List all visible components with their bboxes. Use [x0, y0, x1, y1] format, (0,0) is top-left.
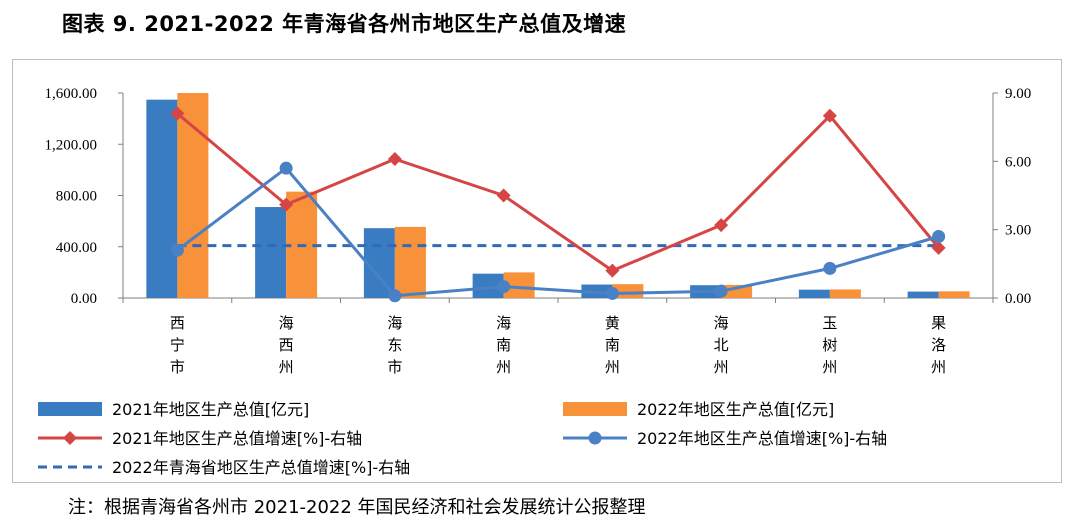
left-tick-label: 1,200.00	[45, 137, 98, 153]
category-label: 南	[605, 336, 620, 354]
category-label: 市	[387, 358, 402, 376]
point-growth2021	[170, 106, 185, 121]
category-label: 市	[170, 358, 185, 376]
point-growth2022	[170, 243, 184, 257]
category-label: 北	[714, 336, 729, 354]
point-growth2022	[388, 289, 402, 303]
chart-bars	[146, 93, 970, 298]
bar-gdp2022	[177, 93, 209, 298]
line-growth2022	[176, 166, 940, 298]
point-growth2022	[823, 261, 837, 275]
legend-marker-growth2021	[63, 431, 77, 445]
legend-label-gdp2021: 2021年地区生产总值[亿元]	[112, 400, 309, 419]
category-label: 州	[605, 358, 620, 376]
category-label: 西	[279, 336, 294, 354]
chart-frame	[12, 59, 1062, 483]
category-label: 宁	[170, 336, 185, 354]
chart-axes	[118, 92, 998, 303]
line-growth2021	[176, 112, 940, 273]
legend-label-gdp2022: 2022年地区生产总值[亿元]	[637, 400, 834, 419]
point-growth2021	[605, 263, 620, 278]
bar-gdp2021	[363, 228, 395, 298]
point-growth2022	[497, 280, 511, 294]
category-label: 树	[822, 336, 837, 354]
legend-label-growth2022: 2022年地区生产总值增速[%]-右轴	[637, 429, 887, 448]
right-tick-label: 6.00	[1005, 154, 1031, 170]
point-growth2021	[279, 197, 294, 212]
category-label: 东	[387, 336, 402, 354]
category-label: 洛	[931, 336, 946, 354]
chart-title: 图表 9. 2021-2022 年青海省各州市地区生产总值及增速	[62, 12, 627, 36]
bar-gdp2021	[798, 289, 830, 298]
legend-label-province: 2022年青海省地区生产总值增速[%]-右轴	[112, 458, 410, 477]
legend-label-growth2021: 2021年地区生产总值增速[%]-右轴	[112, 429, 362, 448]
category-label: 玉	[822, 314, 837, 332]
chart-lines	[170, 106, 946, 303]
legend-swatch-gdp2021	[38, 402, 102, 416]
category-label: 海	[496, 314, 511, 332]
bar-gdp2022	[829, 289, 861, 298]
category-label: 南	[496, 336, 511, 354]
bar-gdp2021	[907, 291, 939, 298]
point-growth2022	[714, 284, 728, 298]
point-growth2021	[387, 152, 402, 167]
left-tick-label: 0.00	[71, 291, 97, 307]
category-label: 州	[822, 358, 837, 376]
category-label: 州	[279, 358, 294, 376]
left-tick-label: 1,600.00	[45, 86, 98, 102]
right-tick-label: 9.00	[1005, 86, 1031, 102]
category-label: 海	[279, 314, 294, 332]
legend-marker-growth2022	[588, 431, 602, 445]
category-label: 西	[170, 314, 185, 332]
point-growth2021	[714, 218, 729, 233]
point-growth2021	[822, 108, 837, 123]
category-label: 海	[387, 314, 402, 332]
left-tick-label: 400.00	[56, 240, 97, 256]
point-growth2021	[931, 240, 946, 255]
point-growth2022	[279, 161, 293, 175]
category-label: 黄	[605, 314, 620, 332]
right-tick-label: 0.00	[1005, 291, 1031, 307]
category-label: 州	[714, 358, 729, 376]
left-tick-label: 800.00	[56, 189, 97, 205]
category-label: 果	[931, 314, 946, 332]
point-growth2021	[496, 188, 511, 203]
category-label: 州	[931, 358, 946, 376]
point-growth2022	[932, 230, 946, 243]
source-note: 注：根据青海省各州市 2021-2022 年国民经济和社会发展统计公报整理	[68, 497, 646, 518]
bar-gdp2022	[394, 226, 426, 298]
right-tick-label: 3.00	[1005, 223, 1031, 239]
chart-legend: 2021年地区生产总值[亿元] 2022年地区生产总值[亿元] 2021年地区生产总…	[38, 400, 887, 477]
legend-swatch-gdp2022	[563, 402, 627, 416]
category-label: 州	[496, 358, 511, 376]
bar-gdp2021	[255, 207, 287, 298]
category-label: 海	[714, 314, 729, 332]
bar-gdp2021	[146, 99, 178, 298]
chart-labels: 0.00 400.00 800.00 1,200.00 1,600.00 0.00 3.00…	[45, 86, 1032, 376]
point-growth2022	[605, 286, 619, 300]
bar-gdp2022	[938, 291, 970, 298]
